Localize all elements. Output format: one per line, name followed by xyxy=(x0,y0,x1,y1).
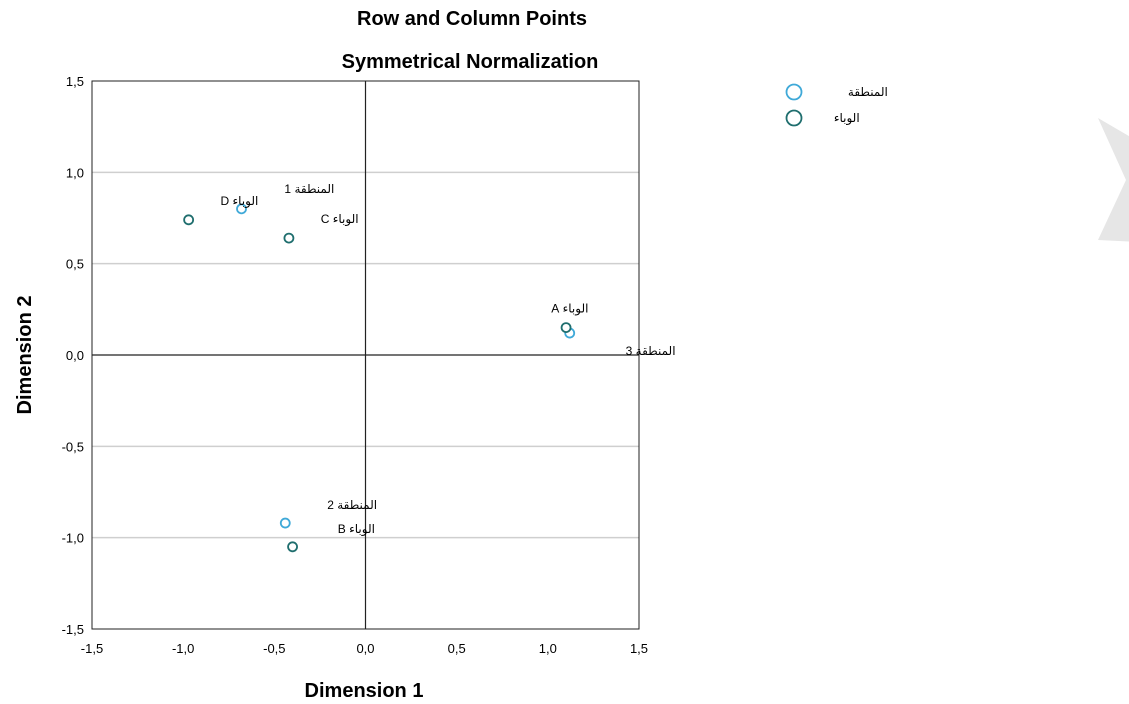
x-tick-label: 1,0 xyxy=(539,641,557,656)
point-label: الوباء A xyxy=(551,302,588,317)
plot-frame xyxy=(91,80,640,630)
point-label: الوباء D xyxy=(220,194,258,209)
point-label: المنطقة 1 xyxy=(284,182,334,196)
x-tick-label: 0,5 xyxy=(448,641,466,656)
y-tick-label: 1,0 xyxy=(66,165,84,180)
point-label: المنطقة 2 xyxy=(327,498,377,512)
data-point xyxy=(279,517,291,529)
legend-label: المنطقة xyxy=(848,85,888,99)
x-tick-label: -1,0 xyxy=(172,641,194,656)
chart-title: Row and Column Points xyxy=(357,8,587,30)
legend-label: الوباء xyxy=(834,111,860,126)
y-tick-label: 0,5 xyxy=(66,257,84,272)
chart-subtitle: Symmetrical Normalization xyxy=(342,51,599,73)
y-axis-title: Dimension 2 xyxy=(14,296,36,415)
data-point xyxy=(236,203,247,215)
y-tick-label: -1,5 xyxy=(62,622,84,637)
x-tick-label: 0,0 xyxy=(356,641,374,656)
point-label: الوباء B xyxy=(338,522,375,537)
y-tick-label: 0,0 xyxy=(66,348,84,363)
legend: المنطقة الوباء xyxy=(785,83,888,127)
data-point xyxy=(183,214,195,226)
legend-marker xyxy=(785,109,803,127)
data-point xyxy=(560,322,572,334)
decorative-shape xyxy=(1098,118,1129,242)
point-label: الوباء C xyxy=(321,212,359,227)
x-tick-label: -0,5 xyxy=(263,641,285,656)
grid-layer xyxy=(92,81,639,629)
data-point xyxy=(287,541,298,553)
y-tick-label: -0,5 xyxy=(62,439,84,454)
y-tick-label: 1,5 xyxy=(66,74,84,89)
data-points: المنطقة 1 المنطقة 2 المنطقة 3 الوباء A الوبا… xyxy=(183,182,676,553)
y-tick-label: -1,0 xyxy=(62,531,84,546)
x-axis-title: Dimension 1 xyxy=(305,680,424,702)
legend-marker xyxy=(785,83,803,101)
x-tick-label: -1,5 xyxy=(81,641,103,656)
data-point xyxy=(283,232,295,244)
x-tick-label: 1,5 xyxy=(630,641,648,656)
point-label: المنطقة 3 xyxy=(626,344,676,358)
tick-labels: 1,5 1,0 0,5 0,0 -0,5 -1,0 -1,5 -1,5 -1,0 -0,5 0,0 0… xyxy=(62,74,648,656)
